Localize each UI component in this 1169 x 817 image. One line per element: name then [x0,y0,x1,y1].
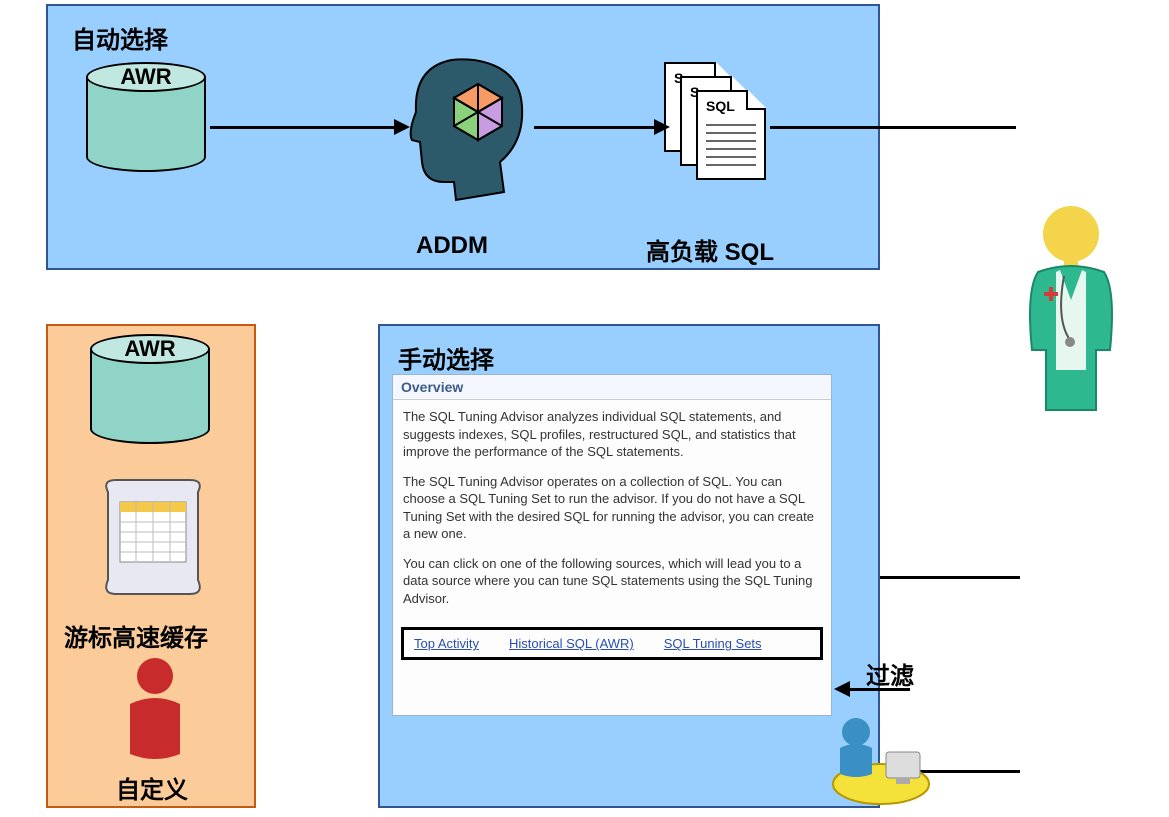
link-top-activity[interactable]: Top Activity [414,636,479,651]
link-tuning-sets[interactable]: SQL Tuning Sets [664,636,762,651]
arrow-addm-sql-head [654,119,670,135]
arrow-filter [850,688,910,691]
addm-head-icon [404,52,534,202]
doctor-icon [1006,200,1136,420]
awr-cylinder-1: AWR [86,62,206,172]
addm-label: ADDM [416,232,488,260]
filter-label: 过滤 [866,656,914,691]
awr-cylinder-2: AWR [90,334,210,444]
custom-label: 自定义 [116,770,188,805]
awr-label-1: AWR [86,64,206,90]
overview-para1: The SQL Tuning Advisor analyzes individu… [403,408,821,461]
line-manual-out-1 [880,576,1020,579]
overview-para3: You can click on one of the following so… [403,555,821,608]
overview-links: Top Activity Historical SQL (AWR) SQL Tu… [401,627,823,660]
highload-sql-label: 高负载 SQL [646,232,774,267]
overview-box: Overview The SQL Tuning Advisor analyzes… [392,374,832,716]
arrow-sql-out [770,126,1016,129]
person-red-icon [120,654,190,764]
auto-select-title: 自动选择 [72,20,168,55]
arrow-awr-addm [210,126,396,129]
cursor-cache-label: 游标高速缓存 [64,618,208,653]
user-desk-icon [826,712,936,808]
manual-select-title: 手动选择 [398,340,494,375]
awr-label-2: AWR [90,336,210,362]
arrow-awr-addm-head [394,119,410,135]
arrow-filter-head [834,681,850,697]
arrow-addm-sql [534,126,656,129]
overview-body: The SQL Tuning Advisor analyzes individu… [393,400,831,627]
overview-para2: The SQL Tuning Advisor operates on a col… [403,473,821,543]
overview-header: Overview [393,375,831,400]
sql-doc-front: SQL [696,90,766,180]
link-historical-sql[interactable]: Historical SQL (AWR) [509,636,634,651]
spreadsheet-icon [98,474,208,604]
